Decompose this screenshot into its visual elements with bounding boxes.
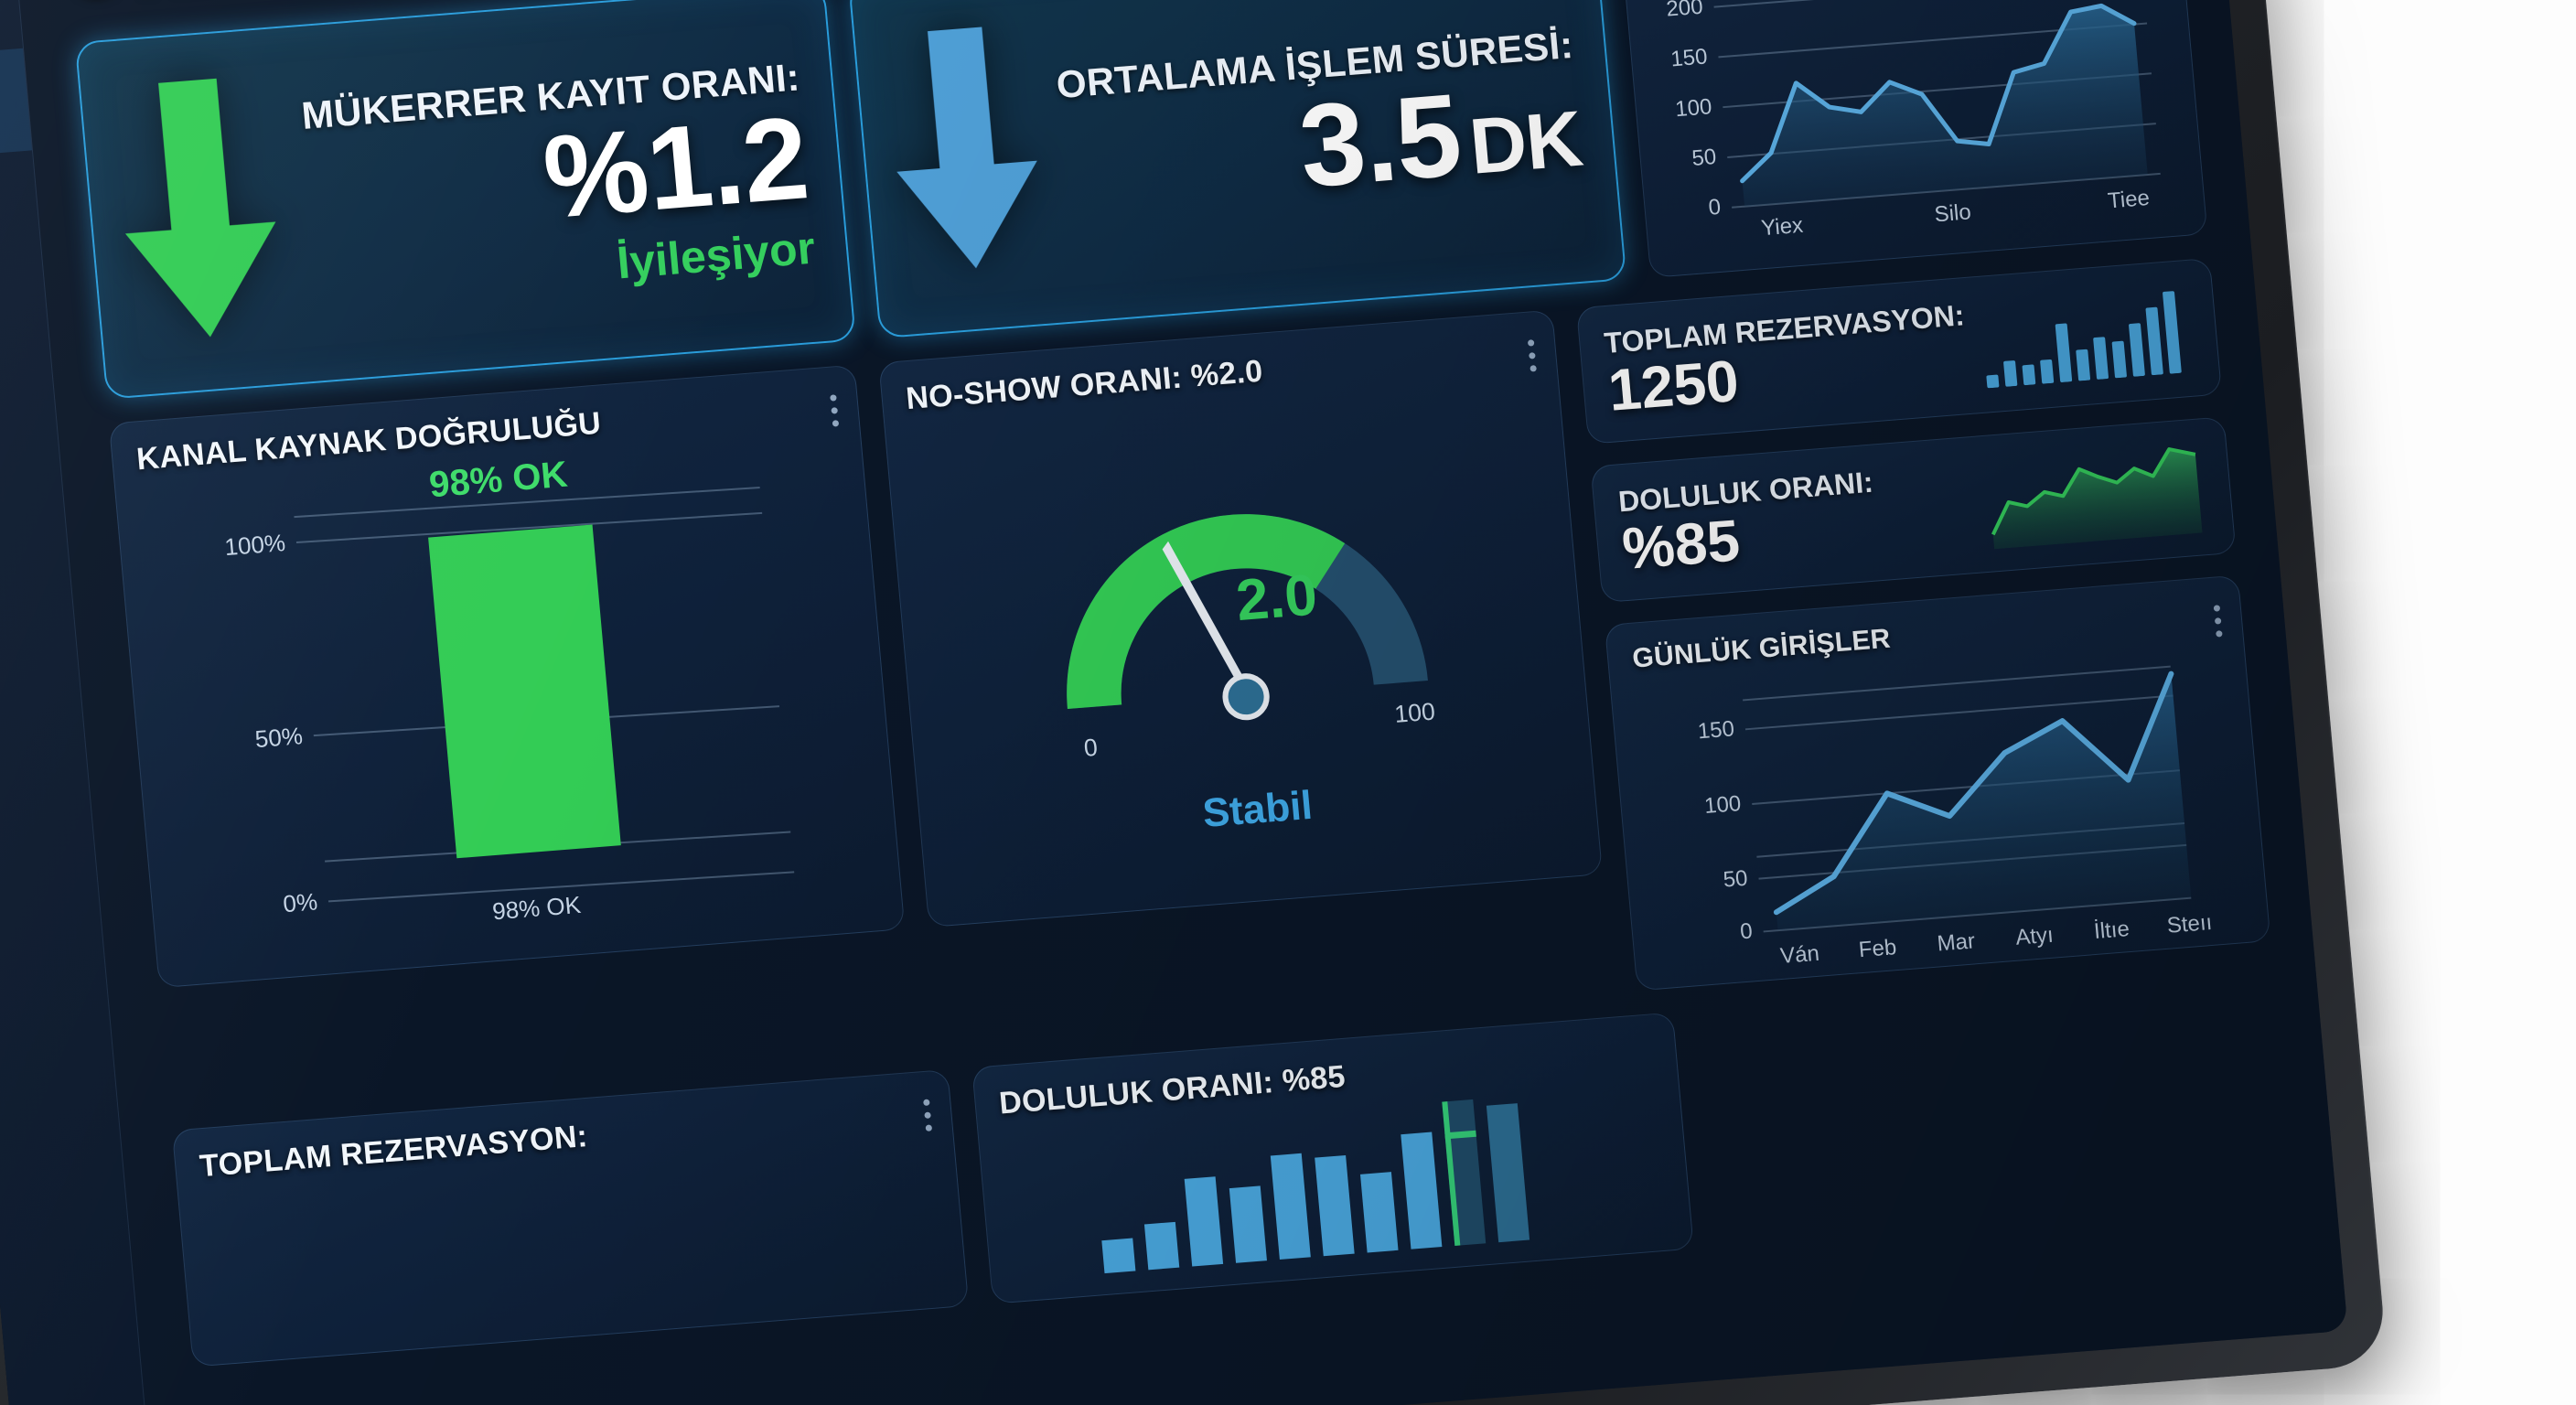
svg-text:Mar: Mar: [1937, 929, 1977, 957]
kpi-card-average-process-time[interactable]: ORTALAMA İŞLEM SÜRESİ: 3.5DK: [848, 0, 1627, 339]
line-area-fill: [1776, 673, 2192, 931]
y-axis-ticks: 200 150 100 50 0: [1666, 0, 1723, 220]
x-axis-label: 98% OK: [491, 891, 583, 926]
chart-card-doluluk-orani-bottom[interactable]: DOLULUK ORANI: %85: [971, 1012, 1695, 1305]
sparkline-area: [1991, 447, 2203, 550]
more-options-icon[interactable]: [2213, 598, 2223, 638]
kebab-dot: [1529, 352, 1536, 359]
bar-chart-doluluk-svg: [1100, 1099, 1530, 1283]
dashboard-row-1: MÜKERRER KAYIT ORANI: %1.2 İyileşiyor: [74, 0, 2208, 400]
kpi-text-block: ORTALAMA İŞLEM SÜRESİ: 3.5DK: [1055, 23, 1586, 226]
svg-text:Ván: Ván: [1779, 941, 1820, 969]
svg-text:Steıı: Steıı: [2166, 910, 2214, 938]
kebab-dot: [2214, 617, 2222, 626]
stat-card-toplam-rezervasyon-bottom[interactable]: TOPLAM REZERVASYON:: [171, 1069, 969, 1367]
tablet-screen: OTEL REZERVASYON PERFORMANS SKORLARI: [0, 0, 2348, 1405]
chart-card-no-show-orani[interactable]: NO-SHOW ORANI: %2.0: [877, 309, 1604, 928]
svg-text:100: 100: [1675, 94, 1713, 122]
bar-data-label: 98% OK: [427, 455, 569, 506]
x-axis-ticks: Ván Feb Mar Atyı İltıe Steıı: [1779, 910, 2213, 969]
more-options-icon[interactable]: [1527, 332, 1538, 372]
gauge-value-label: 2.0: [1233, 563, 1319, 634]
svg-text:150: 150: [1697, 717, 1735, 745]
bar-highlight-edge: [1441, 1101, 1461, 1256]
chart-card-gunluk-girisler-bottom[interactable]: GÜNLÜK GİRİŞLER: [1605, 574, 2271, 992]
arrow-down-icon: [875, 16, 1057, 288]
tablet-device: OTEL REZERVASYON PERFORMANS SKORLARI: [0, 0, 2388, 1405]
svg-text:0%: 0%: [282, 887, 318, 917]
svg-text:50: 50: [1723, 866, 1749, 893]
gauge-needle: [1162, 541, 1270, 721]
bar-highlight-marker: [1444, 1131, 1476, 1140]
svg-text:Tiee: Tiee: [2107, 186, 2151, 213]
tablet-bezel: OTEL REZERVASYON PERFORMANS SKORLARI: [0, 0, 2388, 1405]
dashboard-content: OTEL REZERVASYON PERFORMANS SKORLARI: [10, 0, 2347, 1405]
svg-text:100%: 100%: [223, 529, 286, 561]
more-options-icon[interactable]: [922, 1092, 932, 1132]
svg-text:0: 0: [1739, 919, 1754, 945]
svg-text:150: 150: [1670, 44, 1709, 71]
kebab-dot: [829, 394, 837, 402]
chart-card-kanal-kaynak-dogrulugu[interactable]: KANAL KAYNAK DOĞRULUĞU 98% OK: [108, 364, 906, 989]
line-chart-svg: 150 100 50 0: [1697, 665, 2214, 969]
stat-card-doluluk-orani[interactable]: DOLULUK ORANI: %85: [1590, 416, 2237, 604]
svg-text:100: 100: [1703, 791, 1742, 819]
area-fill: [1743, 5, 2149, 207]
sparkline-fill: [1992, 449, 2203, 550]
gauge-min-label: 0: [1082, 734, 1098, 762]
svg-text:200: 200: [1666, 0, 1704, 22]
stat-card-toplam-rezervasyon[interactable]: TOPLAM REZERVASYON: 1250: [1576, 257, 2223, 445]
sparkline-line: [1991, 447, 2196, 536]
kebab-dot: [2213, 605, 2221, 613]
svg-text:İltıe: İltıe: [2093, 917, 2131, 944]
more-options-icon[interactable]: [829, 387, 839, 427]
kebab-dot: [922, 1099, 930, 1107]
kpi-unit: DK: [1465, 94, 1586, 191]
gauge-value-arc: [1066, 514, 1345, 710]
sparkline-bars: [1986, 291, 2182, 389]
gauge-svg: 2.0 0 100: [1066, 514, 1436, 762]
kpi-card-duplicate-record-rate[interactable]: MÜKERRER KAYIT ORANI: %1.2 İyileşiyor: [74, 0, 856, 400]
svg-text:0: 0: [1708, 195, 1723, 220]
kpi-number: 3.5: [1294, 69, 1466, 213]
dashboard-row-2: KANAL KAYNAK DOĞRULUĞU 98% OK: [108, 257, 2271, 1107]
svg-text:Feb: Feb: [1858, 935, 1898, 962]
svg-text:Silo: Silo: [1934, 199, 1972, 227]
area-line: [1740, 3, 2137, 184]
kebab-dot: [925, 1124, 932, 1132]
svg-text:50: 50: [1691, 145, 1718, 171]
kebab-dot: [923, 1111, 931, 1120]
y-axis-ticks: 100% 50% 0%: [223, 529, 318, 917]
chart-card-gunluk-girisler-top[interactable]: GÜNLÜK GİRİŞLER: [1618, 0, 2208, 278]
bar-last: [1486, 1103, 1530, 1252]
row-3-spacer: [1697, 965, 2294, 1248]
line-path: [1774, 670, 2174, 916]
x-axis-ticks: Yiex Silo Tiee: [1761, 186, 2152, 241]
arrow-down-icon: [100, 67, 298, 359]
stat-text: DOLULUK ORANI: %85: [1617, 466, 1880, 582]
gauge-max-label: 100: [1393, 698, 1436, 728]
kebab-dot: [1528, 339, 1535, 347]
svg-text:Atyı: Atyı: [2015, 923, 2055, 950]
card-title: TOPLAM REZERVASYON:: [198, 1119, 589, 1185]
bar-chart-svg: 98% OK 100% 50% 0%: [223, 455, 795, 926]
svg-text:50%: 50%: [254, 722, 305, 753]
bar-98-ok: [428, 524, 621, 859]
area-chart-svg: 200 150 100 50 0: [1666, 0, 2162, 241]
dashboard-row-3: TOPLAM REZERVASYON:: [171, 965, 2294, 1367]
kpi-text-block: MÜKERRER KAYIT ORANI: %1.2 İyileşiyor: [293, 55, 818, 314]
kebab-dot: [830, 407, 838, 414]
stat-text: TOPLAM REZERVASYON: 1250: [1603, 298, 1971, 424]
y-axis-ticks: 150 100 50 0: [1697, 717, 1754, 945]
dashboard-app: OTEL REZERVASYON PERFORMANS SKORLARI: [0, 0, 2348, 1405]
svg-text:Yiex: Yiex: [1761, 213, 1805, 241]
right-column-stack: TOPLAM REZERVASYON: 1250: [1576, 257, 2271, 992]
